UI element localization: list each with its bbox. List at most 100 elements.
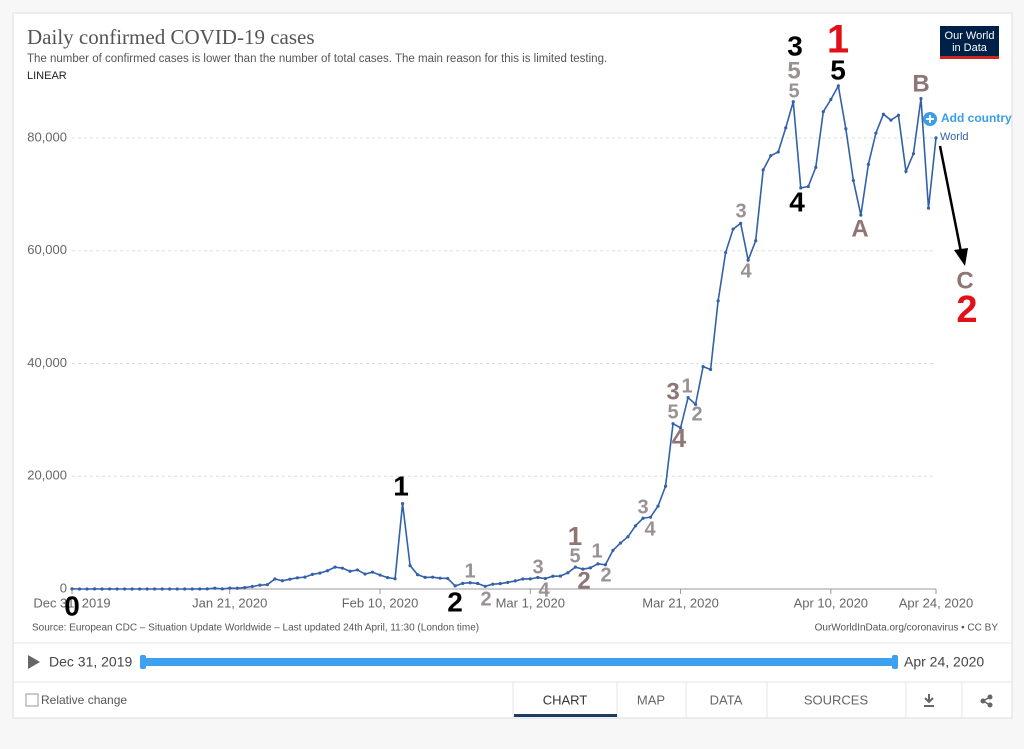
download-icon[interactable] <box>924 694 934 707</box>
data-point <box>663 484 668 488</box>
data-point <box>761 168 765 172</box>
data-point <box>190 587 194 591</box>
y-tick-label: 40,000 <box>27 355 67 370</box>
data-point <box>859 213 863 217</box>
data-point <box>866 162 870 167</box>
data-point <box>295 576 299 580</box>
data-point <box>724 250 728 255</box>
data-point <box>904 169 908 173</box>
plot: 0 20,000 40,000 60,000 80,000 Dec 31, 2019 Jan… <box>27 18 977 622</box>
add-country[interactable]: Add country <box>941 111 1012 125</box>
x-tick-label: Mar 1, 2020 <box>496 595 565 610</box>
data-point <box>333 565 337 569</box>
data-point <box>228 586 232 590</box>
data-point <box>280 579 284 583</box>
data-point <box>611 548 615 552</box>
data-point <box>776 150 780 154</box>
annotation: 5 <box>787 57 800 84</box>
data-point <box>836 84 840 88</box>
data-point <box>446 576 450 581</box>
data-point <box>138 587 142 591</box>
data-point <box>393 577 397 581</box>
x-tick-label: Feb 10, 2020 <box>342 595 419 610</box>
data-point <box>881 112 886 116</box>
annotation: 1 <box>827 18 849 62</box>
data-point <box>122 587 127 591</box>
data-point <box>461 581 465 585</box>
share-icon[interactable] <box>980 694 993 708</box>
data-point <box>385 576 390 580</box>
data-point <box>92 587 97 591</box>
annotation-arrowhead <box>954 248 968 266</box>
annotation: 0 <box>64 590 80 621</box>
data-point <box>671 422 675 426</box>
scale-toggle[interactable]: LINEAR <box>27 70 67 82</box>
license[interactable]: OurWorldInData.org/coronavirus • CC BY <box>815 623 999 634</box>
x-tick-label: Apr 24, 2020 <box>899 595 973 610</box>
data-point <box>423 575 427 579</box>
annotation: B <box>912 70 929 97</box>
data-point <box>153 587 157 591</box>
data-point <box>273 577 277 581</box>
add-plus <box>926 115 934 123</box>
data-point <box>400 502 405 506</box>
y-tick-label: 20,000 <box>27 468 67 483</box>
data-point <box>498 582 502 586</box>
tabs <box>512 682 963 718</box>
data-point <box>926 206 931 210</box>
annotation: 2 <box>577 567 590 594</box>
data-point <box>633 524 638 528</box>
timeline-end: Apr 24, 2020 <box>904 654 984 670</box>
tab[interactable]: CHART <box>543 692 588 707</box>
data-point <box>911 152 916 156</box>
data-point <box>85 587 89 591</box>
data-point <box>175 587 179 591</box>
data-point <box>769 154 773 158</box>
logo[interactable] <box>940 26 999 59</box>
x-tick-label: Dec 31, 2019 <box>33 595 110 610</box>
data-point <box>325 569 330 573</box>
data-point <box>626 535 630 539</box>
series-label: World <box>940 131 969 143</box>
annotation: 2 <box>447 586 463 617</box>
timeline-handle[interactable] <box>892 655 898 669</box>
source[interactable]: Source: European CDC – Situation Update … <box>32 623 479 634</box>
data-point <box>829 97 833 102</box>
data-point <box>160 587 164 591</box>
data-point <box>310 572 315 576</box>
annotation: 2 <box>480 588 491 610</box>
data-point <box>213 586 217 590</box>
data-point <box>889 118 893 122</box>
data-point <box>686 395 690 400</box>
timeline-range <box>143 658 895 666</box>
annotation: 3 <box>532 556 543 578</box>
data-point <box>806 184 810 189</box>
data-point <box>348 569 352 573</box>
annotation: 1 <box>681 375 692 397</box>
data-point <box>100 587 104 591</box>
data-point <box>543 576 547 581</box>
timeline-handle[interactable] <box>140 655 146 669</box>
annotation: 5 <box>830 54 846 85</box>
tab[interactable]: DATA <box>710 692 743 707</box>
data-point <box>370 570 375 574</box>
tab[interactable]: MAP <box>637 692 665 707</box>
tab[interactable]: SOURCES <box>804 692 869 707</box>
data-point <box>573 565 577 569</box>
chart-title: Daily confirmed COVID-19 cases <box>27 25 315 49</box>
annotation: 2 <box>691 403 702 425</box>
data-point <box>716 299 720 303</box>
checkbox[interactable] <box>25 693 39 707</box>
data-point <box>468 581 472 585</box>
relative-change[interactable]: Relative change <box>41 693 127 707</box>
annotation: 1 <box>591 540 602 562</box>
annotation: 1 <box>568 521 582 551</box>
annotation: 2 <box>600 564 611 586</box>
play-button[interactable] <box>28 655 40 669</box>
data-point <box>551 574 555 578</box>
data-point <box>618 541 623 545</box>
annotation: 3 <box>637 496 648 518</box>
data-point <box>453 584 457 588</box>
data-point <box>844 127 848 131</box>
